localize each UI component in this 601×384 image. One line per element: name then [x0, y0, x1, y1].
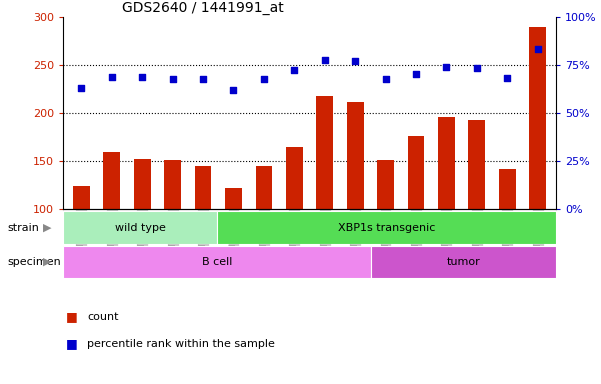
- Text: GDS2640 / 1441991_at: GDS2640 / 1441991_at: [122, 1, 284, 15]
- Text: ▶: ▶: [43, 257, 51, 267]
- Point: [411, 71, 421, 77]
- Text: tumor: tumor: [447, 257, 480, 267]
- Bar: [371, 246, 556, 278]
- Text: strain: strain: [8, 222, 40, 233]
- Point: [381, 76, 391, 82]
- Text: percentile rank within the sample: percentile rank within the sample: [87, 339, 275, 349]
- Text: wild type: wild type: [115, 222, 165, 233]
- Bar: [499, 169, 516, 209]
- Text: ■: ■: [66, 337, 78, 350]
- Point: [76, 85, 86, 91]
- Point: [320, 56, 329, 63]
- Point: [533, 46, 543, 52]
- Bar: [217, 211, 556, 244]
- Point: [168, 76, 177, 82]
- Bar: [195, 166, 212, 209]
- Point: [290, 67, 299, 73]
- Bar: [103, 152, 120, 209]
- Point: [502, 75, 512, 81]
- Point: [107, 74, 117, 80]
- Text: ■: ■: [66, 310, 78, 323]
- Bar: [347, 102, 364, 209]
- Text: ▶: ▶: [43, 222, 51, 233]
- Bar: [73, 186, 90, 209]
- Bar: [529, 27, 546, 209]
- Text: specimen: specimen: [8, 257, 61, 267]
- Text: B cell: B cell: [202, 257, 233, 267]
- Bar: [63, 246, 371, 278]
- Bar: [225, 188, 242, 209]
- Bar: [316, 96, 333, 209]
- Point: [350, 58, 360, 65]
- Point: [228, 87, 238, 93]
- Bar: [255, 166, 272, 209]
- Bar: [164, 161, 181, 209]
- Bar: [377, 161, 394, 209]
- Bar: [468, 120, 485, 209]
- Point: [442, 64, 451, 70]
- Point: [472, 65, 481, 71]
- Bar: [438, 117, 455, 209]
- Bar: [134, 159, 151, 209]
- Point: [198, 76, 208, 82]
- Point: [138, 74, 147, 80]
- Bar: [286, 147, 303, 209]
- Bar: [63, 211, 217, 244]
- Text: XBP1s transgenic: XBP1s transgenic: [338, 222, 435, 233]
- Bar: [407, 136, 424, 209]
- Text: count: count: [87, 312, 118, 322]
- Point: [259, 76, 269, 82]
